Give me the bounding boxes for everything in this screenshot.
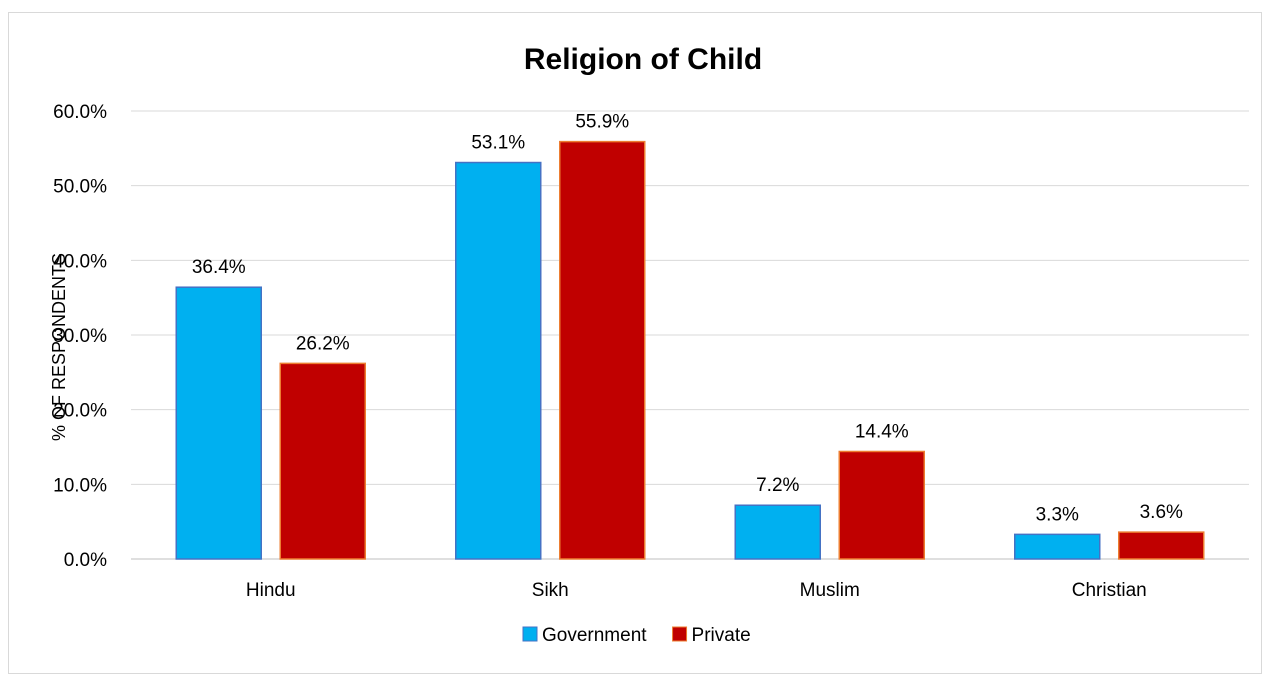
bar-chart: Religion of Child % OF RESPONDENTS 0.0% 1… <box>49 43 1249 646</box>
y-tick-label: 40.0% <box>53 251 107 272</box>
bar-private-christian <box>1118 531 1205 560</box>
data-label: 26.2% <box>296 333 350 354</box>
data-labels: 36.4% 26.2% 53.1% 55.9% 7.2% 14.4% 3.3% 3.6% <box>192 112 1183 526</box>
y-tick-label: 20.0% <box>53 401 107 422</box>
x-axis-ticks: Hindu Sikh Muslim Christian <box>246 580 1147 601</box>
x-tick-label: Hindu <box>246 580 296 601</box>
bar-government-muslim <box>734 504 821 560</box>
data-label: 3.3% <box>1036 504 1079 525</box>
bar-private-muslim <box>838 450 925 560</box>
chart-title: Religion of Child <box>524 43 762 76</box>
legend-label: Private <box>692 625 751 646</box>
legend-label: Government <box>542 625 647 646</box>
bar-private-hindu <box>279 362 366 560</box>
bars <box>175 140 1205 560</box>
y-tick-label: 0.0% <box>64 550 107 571</box>
y-tick-label: 50.0% <box>53 177 107 198</box>
data-label: 55.9% <box>575 112 629 133</box>
y-axis-label: % OF RESPONDENTS <box>49 253 69 441</box>
legend-swatch <box>672 626 688 642</box>
y-tick-label: 10.0% <box>53 475 107 496</box>
legend-swatch <box>522 626 538 642</box>
y-tick-label: 60.0% <box>53 102 107 123</box>
bar-government-hindu <box>175 286 262 560</box>
x-tick-label: Sikh <box>532 580 569 601</box>
y-axis-ticks: 0.0% 10.0% 20.0% 30.0% 40.0% 50.0% 60.0% <box>53 102 107 571</box>
data-label: 36.4% <box>192 257 246 278</box>
chart-area: Religion of Child % OF RESPONDENTS 0.0% 1… <box>8 12 1262 674</box>
x-tick-label: Christian <box>1072 580 1147 601</box>
legend: Government Private <box>522 625 751 646</box>
data-label: 53.1% <box>471 133 525 154</box>
bar-government-christian <box>1014 533 1101 560</box>
data-label: 7.2% <box>756 475 799 496</box>
data-label: 14.4% <box>855 421 909 442</box>
y-tick-label: 30.0% <box>53 326 107 347</box>
bar-government-sikh <box>455 161 542 560</box>
data-label: 3.6% <box>1140 502 1183 523</box>
x-tick-label: Muslim <box>800 580 860 601</box>
bar-private-sikh <box>559 140 646 560</box>
